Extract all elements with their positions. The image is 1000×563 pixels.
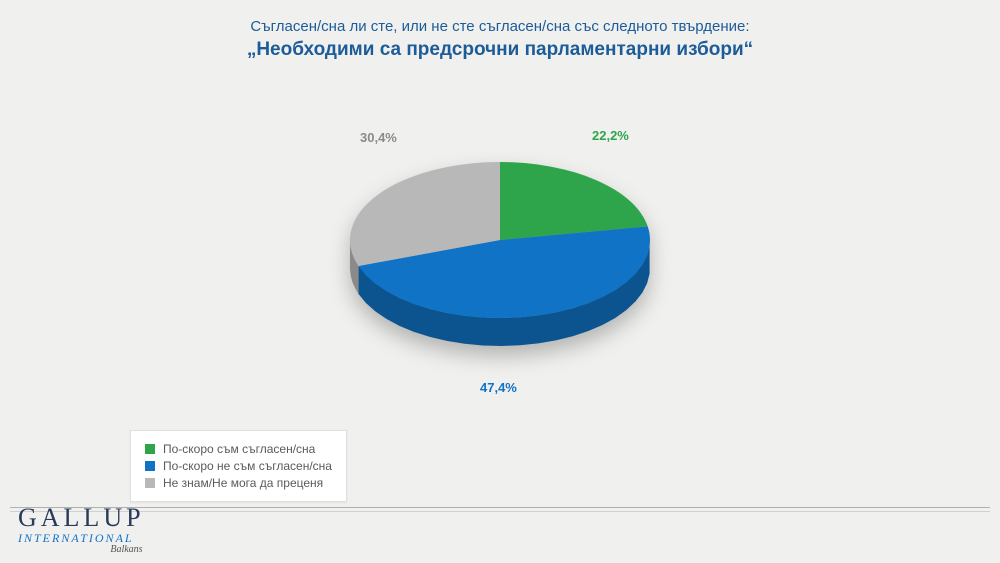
pie-svg (320, 110, 680, 410)
legend-swatch (145, 478, 155, 488)
footer-rule (10, 507, 990, 508)
legend: По-скоро съм съгласен/сна По-скоро не съ… (130, 430, 347, 502)
legend-item-dontknow: Не знам/Не мога да преценя (145, 476, 332, 490)
legend-label: Не знам/Не мога да преценя (163, 476, 323, 490)
legend-swatch (145, 461, 155, 471)
chart-subtitle: Съгласен/сна ли сте, или не сте съгласен… (0, 18, 1000, 35)
gallup-logo: GALLUP INTERNATIONAL Balkans (18, 503, 145, 555)
logo-top: GALLUP (18, 503, 145, 533)
footer-rule (10, 511, 990, 512)
pct-label-disagree: 47,4% (480, 380, 517, 395)
legend-label: По-скоро съм съгласен/сна (163, 442, 315, 456)
legend-swatch (145, 444, 155, 454)
legend-item-disagree: По-скоро не съм съгласен/сна (145, 459, 332, 473)
legend-label: По-скоро не съм съгласен/сна (163, 459, 332, 473)
pct-label-agree: 22,2% (592, 128, 629, 143)
legend-item-agree: По-скоро съм съгласен/сна (145, 442, 332, 456)
pct-label-dontknow: 30,4% (360, 130, 397, 145)
chart-title: „Необходими са предсрочни парламентарни … (0, 39, 1000, 61)
pie-chart: 22,2% 47,4% 30,4% (320, 110, 680, 410)
chart-header: Съгласен/сна ли сте, или не сте съгласен… (0, 0, 1000, 61)
